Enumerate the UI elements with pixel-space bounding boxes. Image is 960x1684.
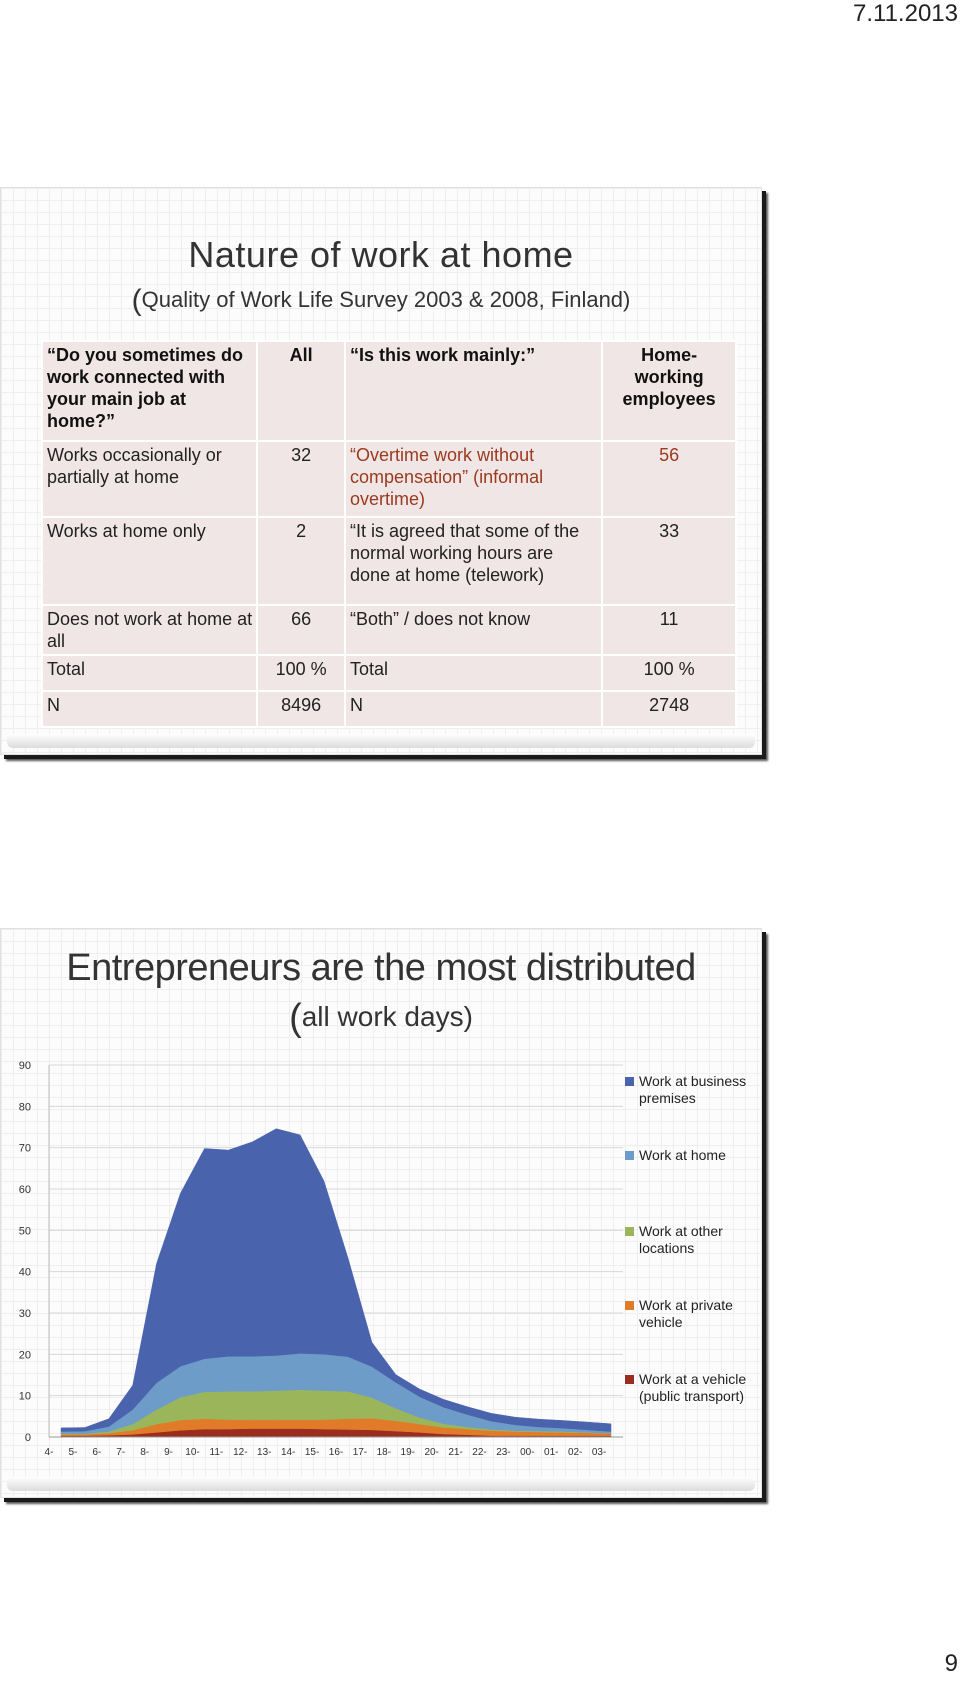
row-home: 56 <box>601 440 737 518</box>
legend-label: Work at business premises <box>639 1073 747 1106</box>
slide-subtitle: (all work days) <box>289 997 473 1039</box>
legend-swatch <box>625 1301 634 1310</box>
row-label: Works occasionally or partially at home <box>40 440 259 518</box>
x-tick-label: 4- <box>45 1447 54 1458</box>
y-tick-label: 0 <box>25 1432 31 1444</box>
row-label: Total <box>40 654 259 692</box>
legend-swatch <box>625 1077 634 1086</box>
row-all: 66 <box>256 604 347 656</box>
x-tick-label: 13- <box>257 1447 271 1458</box>
row-mainly: N <box>344 690 604 728</box>
legend-label: Work at a vehicle (public transport) <box>639 1371 747 1404</box>
row-home: 100 % <box>601 654 737 692</box>
x-tick-label: 03- <box>592 1447 606 1458</box>
header-all: All <box>256 340 347 442</box>
x-tick-label: 17- <box>353 1447 367 1458</box>
survey-table: “Do you sometimes do work connected with… <box>40 340 737 728</box>
row-home: 33 <box>601 516 737 606</box>
row-label: Works at home only <box>40 516 259 606</box>
row-label: N <box>40 690 259 728</box>
y-tick-label: 10 <box>19 1391 31 1403</box>
slide-title: Entrepreneurs are the most distributed <box>66 947 696 989</box>
row-mainly: “Both” / does not know <box>344 604 604 656</box>
legend-swatch <box>625 1375 634 1384</box>
x-tick-label: 10- <box>185 1447 199 1458</box>
row-mainly: “Overtime work without compensation” (in… <box>344 440 604 518</box>
legend-swatch <box>625 1151 634 1160</box>
row-all: 2 <box>256 516 347 606</box>
table-row: Total 100 % Total 100 % <box>40 654 737 692</box>
row-home: 11 <box>601 604 737 656</box>
page-number: 9 <box>944 1650 958 1677</box>
legend-label: Work at private vehicle <box>639 1297 733 1330</box>
header-home-working: Home-working employees <box>601 340 737 442</box>
legend-label: Work at other locations <box>639 1223 723 1256</box>
x-tick-label: 19- <box>401 1447 415 1458</box>
row-home: 2748 <box>601 690 737 728</box>
y-tick-label: 70 <box>19 1143 31 1155</box>
table-row: N 8496 N 2748 <box>40 690 737 728</box>
row-all: 100 % <box>256 654 347 692</box>
stacked-area-chart: 90 80 70 60 50 40 30 20 10 0 4- 5- 6- 7- 8- 9- 10- 11- 12-… <box>19 1060 623 1458</box>
slide-frame-bar <box>7 1477 755 1491</box>
x-tick-label: 20- <box>424 1447 438 1458</box>
y-tick-label: 90 <box>19 1060 31 1072</box>
row-mainly: “It is agreed that some of the normal wo… <box>344 516 604 606</box>
slide-nature-of-work: Nature of work at home (Quality of Work … <box>0 187 762 755</box>
header-question: “Do you sometimes do work connected with… <box>40 340 259 442</box>
page-date: 7.11.2013 <box>853 0 958 27</box>
x-tick-label: 6- <box>92 1447 101 1458</box>
table-header-row: “Do you sometimes do work connected with… <box>40 340 737 442</box>
y-tick-label: 30 <box>19 1308 31 1320</box>
legend-swatch <box>625 1227 634 1236</box>
row-all: 32 <box>256 440 347 518</box>
table-row: Works occasionally or partially at home … <box>40 440 737 518</box>
slide-entrepreneurs-chart: Entrepreneurs are the most distributed (… <box>0 928 762 1498</box>
x-tick-label: 23- <box>496 1447 510 1458</box>
x-tick-label: 12- <box>233 1447 247 1458</box>
row-all: 8496 <box>256 690 347 728</box>
x-tick-label: 22- <box>472 1447 486 1458</box>
row-mainly: Total <box>344 654 604 692</box>
x-tick-label: 11- <box>210 1447 224 1458</box>
x-tick-label: 16- <box>329 1447 343 1458</box>
slide-subtitle: (Quality of Work Life Survey 2003 & 2008… <box>131 284 631 317</box>
x-tick-label: 7- <box>116 1447 125 1458</box>
x-tick-label: 14- <box>281 1447 295 1458</box>
row-label: Does not work at home at all <box>40 604 259 656</box>
x-tick-label: 15- <box>305 1447 319 1458</box>
x-tick-label: 00- <box>520 1447 534 1458</box>
x-tick-label: 01- <box>544 1447 558 1458</box>
x-tick-label: 02- <box>568 1447 582 1458</box>
x-tick-label: 5- <box>68 1447 77 1458</box>
slide-frame-bar <box>7 734 755 748</box>
x-tick-label: 21- <box>448 1447 462 1458</box>
header-mainly: “Is this work mainly:” <box>344 340 604 442</box>
y-tick-label: 80 <box>19 1101 31 1113</box>
table-row: Does not work at home at all 66 “Both” /… <box>40 604 737 656</box>
legend-label: Work at home <box>639 1147 726 1163</box>
x-tick-label: 18- <box>377 1447 391 1458</box>
table-row: Works at home only 2 “It is agreed that … <box>40 516 737 606</box>
y-tick-label: 40 <box>19 1267 31 1279</box>
y-tick-label: 50 <box>19 1225 31 1237</box>
y-tick-label: 60 <box>19 1184 31 1196</box>
x-tick-label: 9- <box>164 1447 173 1458</box>
x-tick-label: 8- <box>140 1447 149 1458</box>
slide-title: Nature of work at home <box>188 234 574 275</box>
y-tick-label: 20 <box>19 1349 31 1361</box>
